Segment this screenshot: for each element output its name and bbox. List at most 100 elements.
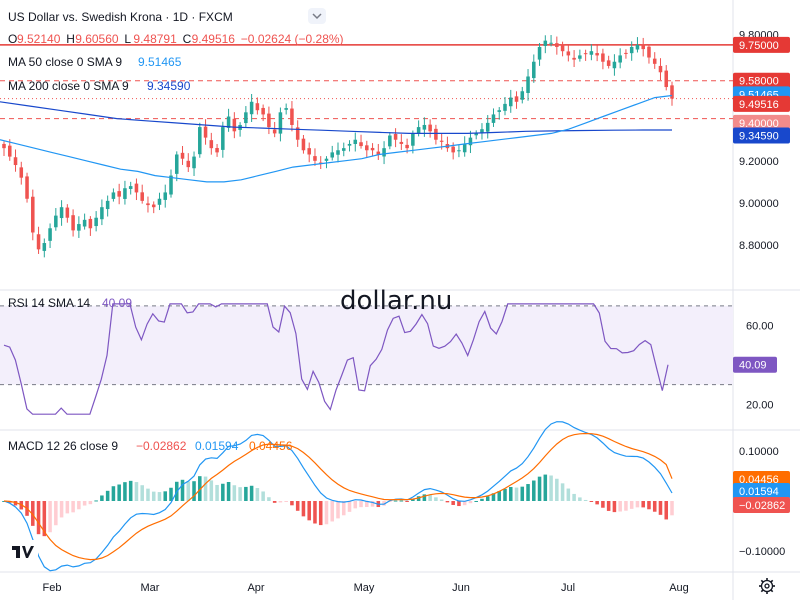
macd-histogram-bar bbox=[290, 501, 294, 506]
time-tick-label[interactable]: Jul bbox=[561, 582, 575, 594]
candle-body bbox=[232, 118, 237, 132]
macd-histogram-bar bbox=[198, 476, 202, 501]
candle-body bbox=[140, 192, 144, 201]
price-tick-label: 9.00000 bbox=[739, 198, 779, 210]
macd-histogram-bar bbox=[134, 482, 139, 501]
candle-body bbox=[221, 127, 225, 150]
candle-body bbox=[652, 58, 657, 64]
macd-histogram-bar bbox=[670, 501, 674, 516]
macd-histogram-bar bbox=[635, 501, 640, 508]
macd-histogram-bar bbox=[618, 501, 622, 512]
rsi-tag bbox=[733, 356, 777, 373]
ma200-label[interactable]: MA 200 close 0 SMA 9 bbox=[8, 79, 129, 93]
candle-body bbox=[520, 91, 525, 100]
ohlc-key: C bbox=[183, 32, 192, 46]
candle-body bbox=[439, 140, 444, 142]
candle-body bbox=[100, 207, 104, 220]
ma200-value: 9.34590 bbox=[147, 79, 191, 93]
macd-histogram-bar bbox=[324, 501, 329, 525]
candle-body bbox=[77, 224, 81, 231]
candle-body bbox=[491, 114, 496, 123]
macd-histogram-bar bbox=[42, 501, 47, 537]
tradingview-logo[interactable] bbox=[8, 540, 38, 562]
tv-logo-icon bbox=[12, 546, 34, 558]
candle-body bbox=[192, 156, 196, 169]
macd-histogram-bar bbox=[451, 501, 455, 505]
candle-body bbox=[341, 148, 346, 151]
macd-histogram-bar bbox=[48, 501, 52, 533]
macd-histogram-bar bbox=[526, 484, 530, 501]
macd-histogram-bar bbox=[365, 501, 369, 508]
candle-body bbox=[543, 40, 548, 46]
macd-histogram-bar bbox=[520, 486, 525, 501]
time-tick-label[interactable]: Mar bbox=[141, 582, 160, 594]
macd-line bbox=[3, 421, 673, 572]
macd-histogram-bar bbox=[31, 501, 35, 526]
candle-body bbox=[416, 127, 421, 134]
candle-body bbox=[19, 167, 24, 178]
macd-tag bbox=[733, 483, 790, 499]
macd-histogram-bar bbox=[238, 487, 242, 501]
macd-histogram-bar bbox=[353, 501, 358, 509]
macd-tick-label: −0.10000 bbox=[739, 546, 785, 558]
macd-histogram-bar bbox=[555, 478, 559, 501]
candle-body bbox=[59, 207, 64, 219]
macd-pane[interactable] bbox=[2, 421, 674, 572]
candle-body bbox=[215, 147, 219, 153]
candle-body bbox=[198, 127, 202, 155]
rsi-label[interactable]: RSI 14 SMA 14 bbox=[8, 296, 90, 310]
macd-histogram-bar bbox=[105, 490, 110, 501]
macd-histogram-bar bbox=[468, 501, 473, 504]
candle-body bbox=[36, 234, 41, 250]
macd-histogram-bar bbox=[215, 484, 219, 501]
macd-label[interactable]: MACD 12 26 close 9 bbox=[8, 439, 118, 453]
candle-body bbox=[359, 142, 363, 147]
candle-body bbox=[82, 219, 87, 227]
macd-histogram-bar bbox=[428, 494, 432, 501]
time-tick-label[interactable]: Aug bbox=[669, 582, 689, 594]
price-pane[interactable] bbox=[0, 35, 733, 258]
time-tick-label[interactable]: Feb bbox=[43, 582, 62, 594]
macd-line-value: 0.01594 bbox=[195, 439, 239, 453]
ma50-line bbox=[0, 94, 673, 183]
macd-histogram-bar bbox=[359, 501, 363, 508]
candle-body bbox=[635, 44, 640, 50]
settings-toggle[interactable] bbox=[308, 8, 326, 24]
candle-body bbox=[180, 152, 185, 159]
time-tick-label[interactable]: May bbox=[354, 582, 375, 594]
macd-histogram-bar bbox=[117, 484, 121, 501]
candle-body bbox=[25, 176, 29, 199]
candle-body bbox=[7, 145, 12, 157]
macd-histogram-bar bbox=[88, 501, 93, 505]
rsi-pane[interactable] bbox=[0, 303, 733, 415]
macd-signal-value: 0.04456 bbox=[249, 439, 293, 453]
rsi-band bbox=[0, 305, 733, 385]
macd-tag-label: −0.02862 bbox=[739, 500, 785, 512]
macd-histogram-bar bbox=[560, 483, 565, 501]
candle-body bbox=[261, 107, 265, 115]
macd-histogram-bar bbox=[65, 501, 70, 514]
macd-histogram-bar bbox=[508, 487, 513, 501]
candle-body bbox=[624, 52, 628, 54]
time-tick-label[interactable]: Apr bbox=[247, 582, 264, 594]
macd-histogram-bar bbox=[301, 501, 306, 517]
candle-body bbox=[474, 133, 478, 136]
ma50-label[interactable]: MA 50 close 0 SMA 9 bbox=[8, 55, 122, 69]
time-tick-label[interactable]: Jun bbox=[452, 582, 470, 594]
macd-histogram-bar bbox=[405, 501, 409, 502]
gear-icon[interactable] bbox=[759, 578, 775, 594]
macd-histogram-bar bbox=[169, 487, 173, 501]
macd-histogram-bar bbox=[295, 501, 300, 511]
macd-histogram-bar bbox=[59, 501, 64, 518]
macd-histogram-bar bbox=[146, 488, 150, 501]
macd-histogram-bar bbox=[128, 480, 133, 501]
candle-body bbox=[244, 112, 248, 124]
candle-body bbox=[151, 204, 156, 208]
candle-body bbox=[146, 203, 150, 206]
macd-histogram-bar bbox=[652, 501, 657, 512]
symbol-title[interactable]: US Dollar vs. Swedish Krona · 1D · FXCM bbox=[8, 10, 233, 24]
ohlc-value: 9.60560 bbox=[75, 32, 119, 46]
candle-body bbox=[641, 44, 645, 50]
macd-histogram-bar bbox=[209, 480, 214, 501]
